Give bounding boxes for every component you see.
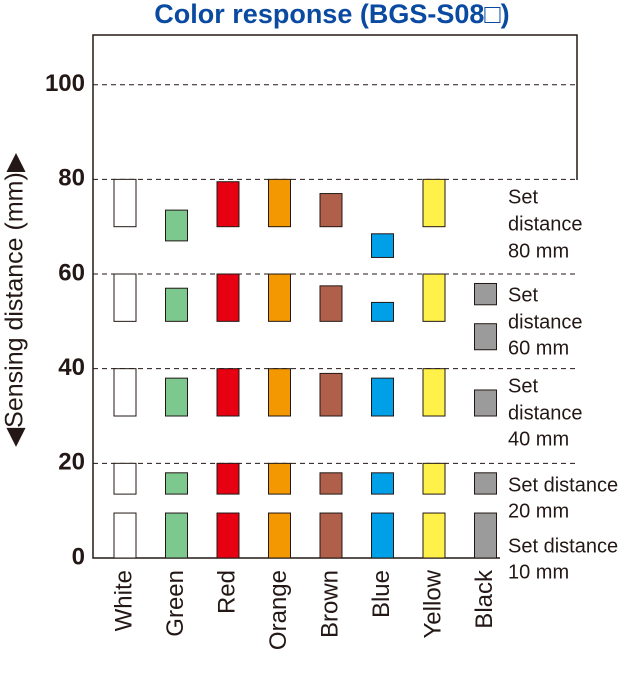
bar bbox=[371, 512, 394, 559]
bar bbox=[268, 368, 291, 417]
series-label: 40 mm bbox=[508, 428, 569, 450]
y-tick-label: 0 bbox=[72, 543, 85, 570]
bar bbox=[319, 285, 343, 322]
series-label: Set bbox=[508, 284, 538, 306]
bar bbox=[422, 178, 446, 228]
bar bbox=[165, 287, 188, 322]
bar bbox=[216, 368, 240, 417]
series-label: Set bbox=[508, 375, 538, 397]
bar bbox=[319, 512, 343, 559]
series-label: 60 mm bbox=[508, 337, 569, 359]
series-label: Set distance bbox=[508, 474, 618, 496]
bar bbox=[319, 372, 343, 417]
x-tick-label: Brown bbox=[316, 570, 343, 638]
series-label: Set distance bbox=[508, 535, 618, 557]
y-tick-label: 40 bbox=[58, 354, 85, 381]
series-label: 20 mm bbox=[508, 500, 569, 522]
bar bbox=[268, 512, 291, 559]
bar bbox=[268, 462, 291, 495]
bar bbox=[422, 512, 446, 559]
chart-title: Color response (BGS-S08□) bbox=[154, 0, 509, 29]
bar bbox=[474, 389, 497, 417]
bar bbox=[113, 273, 137, 322]
bar bbox=[216, 181, 240, 228]
y-tick-label: 100 bbox=[45, 70, 85, 97]
bar bbox=[165, 472, 188, 495]
bar bbox=[422, 368, 446, 417]
bar bbox=[371, 377, 394, 417]
bar bbox=[216, 512, 240, 559]
bar bbox=[474, 512, 497, 559]
x-tick-label: Orange bbox=[265, 570, 292, 650]
bar bbox=[474, 282, 497, 306]
series-label: distance bbox=[508, 402, 583, 424]
bar bbox=[113, 178, 137, 228]
bar bbox=[165, 512, 188, 559]
series-label: distance bbox=[508, 311, 583, 333]
bar bbox=[422, 462, 446, 495]
x-tick-label: Black bbox=[471, 569, 498, 629]
bar bbox=[113, 512, 137, 559]
bar bbox=[216, 273, 240, 322]
series-label: Set bbox=[508, 186, 538, 208]
series-label: 80 mm bbox=[508, 240, 569, 262]
bar bbox=[113, 368, 137, 417]
bar bbox=[474, 472, 497, 495]
bar bbox=[216, 462, 240, 495]
bar bbox=[268, 273, 291, 322]
x-tick-label: Yellow bbox=[419, 569, 446, 638]
y-tick-label: 80 bbox=[58, 165, 85, 192]
x-tick-label: White bbox=[110, 570, 137, 631]
bar bbox=[319, 193, 343, 228]
bar bbox=[268, 178, 291, 228]
bar bbox=[474, 323, 497, 351]
bar bbox=[371, 472, 394, 495]
bar bbox=[371, 233, 394, 258]
y-tick-label: 60 bbox=[58, 259, 85, 286]
bar bbox=[165, 377, 188, 417]
x-tick-label: Red bbox=[213, 570, 240, 614]
bar bbox=[422, 273, 446, 322]
bar bbox=[113, 462, 137, 495]
bar bbox=[165, 209, 188, 242]
x-tick-label: Green bbox=[162, 570, 189, 637]
x-tick-label: Blue bbox=[368, 570, 395, 618]
bar bbox=[371, 301, 394, 322]
series-label: distance bbox=[508, 213, 583, 235]
y-axis-title: ◀Sensing distance (mm)▶ bbox=[1, 152, 29, 447]
bar bbox=[319, 472, 343, 495]
series-label: 10 mm bbox=[508, 561, 569, 583]
y-tick-label: 20 bbox=[58, 449, 85, 476]
